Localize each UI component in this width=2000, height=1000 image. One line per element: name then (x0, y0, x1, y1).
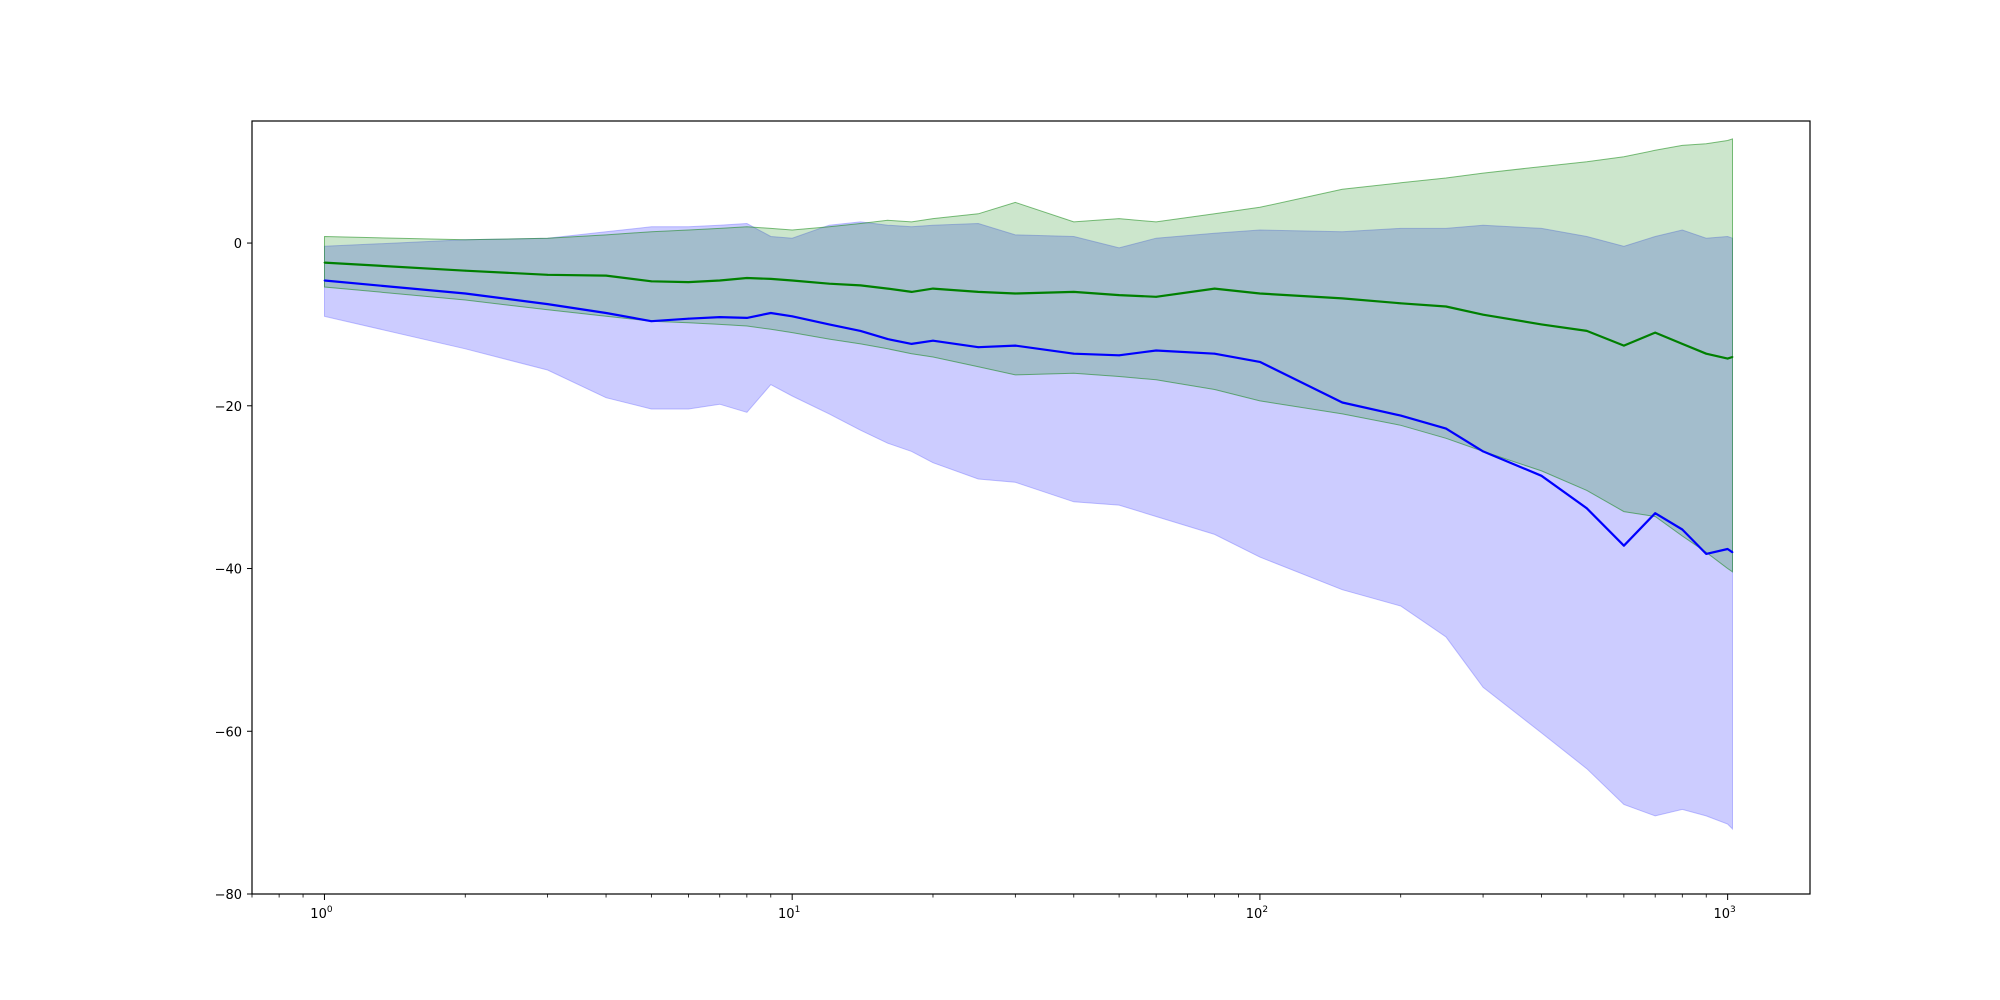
series-0-point (746, 317, 748, 319)
series-1-point (1540, 323, 1543, 326)
series-1-point (605, 274, 607, 277)
series-0-point (1623, 544, 1625, 547)
series-1-point (1399, 302, 1402, 305)
series-1-point (1155, 295, 1157, 298)
series-0-point (1118, 354, 1120, 357)
x-tick-label: 103 (1713, 905, 1735, 922)
series-1-line (324, 261, 1733, 360)
y-tick-label: −60 (215, 725, 242, 740)
series-1-point (1118, 294, 1120, 296)
series-0-band (324, 221, 1733, 831)
plot-frame (251, 120, 1811, 895)
x-tick-label: 100 (310, 905, 333, 922)
series-0-point (859, 330, 862, 332)
series-1-point (1726, 357, 1729, 360)
series-0-point (687, 317, 690, 320)
series-1-point (910, 291, 913, 293)
series-0-point (323, 279, 326, 282)
series-0-point (1155, 349, 1157, 352)
series-1-point (769, 278, 772, 280)
y-tick-label: −40 (215, 563, 242, 578)
series-1-point (1585, 330, 1588, 332)
series-1-point (859, 284, 862, 287)
series-1-point (1213, 287, 1216, 290)
series-0-point (1705, 553, 1708, 555)
series-1-point (1705, 352, 1708, 355)
series-1-point (791, 279, 794, 282)
series-1-point (977, 291, 980, 293)
series-1-point (650, 280, 653, 283)
series-0-point (1654, 512, 1657, 515)
series-1-point (464, 269, 467, 272)
series-0-point (1014, 344, 1017, 347)
series-0-point (932, 339, 934, 342)
series-0-point (1341, 401, 1344, 404)
series-1-point (1731, 356, 1734, 358)
series-0-point (910, 343, 913, 345)
series-1-point (546, 273, 549, 276)
series-0-point (605, 312, 607, 314)
series-0-point (1585, 507, 1588, 510)
series-0-point (1072, 352, 1075, 355)
series-1-point (1482, 313, 1484, 316)
y-tick-label: 0 (234, 237, 242, 252)
series-1-point (746, 277, 748, 279)
series-1-point (1445, 305, 1447, 308)
series-0-point (1681, 528, 1684, 531)
series-0-point (1399, 414, 1402, 417)
series-0-point (791, 315, 794, 318)
series-0-point (1213, 352, 1216, 355)
series-1-point (1072, 291, 1075, 293)
plot-area (323, 138, 1734, 831)
series-0-point (828, 323, 831, 326)
y-tick-label: −80 (215, 888, 242, 903)
series-0-point (1482, 450, 1484, 453)
series-0-point (769, 312, 772, 314)
series-1-point (1681, 343, 1684, 345)
y-tick-label: −20 (215, 400, 242, 415)
series-0-line (324, 279, 1734, 556)
series-1-point (1341, 297, 1344, 300)
series-1-point (828, 282, 831, 285)
series-0-point (977, 346, 980, 349)
series-0-point (1445, 427, 1447, 430)
series-1-point (1654, 331, 1657, 334)
series-0-point (650, 320, 653, 323)
series-1-point (718, 279, 721, 282)
series-0-point (1259, 361, 1261, 363)
series-0-point (718, 316, 721, 318)
axes: 0 −20 −40 −60 −80 100 101 102 103 (215, 120, 1811, 922)
series-1-point (932, 287, 934, 290)
series-1-band (324, 138, 1733, 573)
series-0-point (546, 303, 549, 305)
series-0-point (886, 338, 889, 340)
series-1-point (886, 287, 889, 290)
series-0-point (1726, 548, 1729, 550)
series-1-point (323, 261, 326, 264)
series-0-point (1540, 474, 1543, 477)
series-0-point (1731, 551, 1734, 554)
series-0-point (464, 292, 467, 295)
series-1-point (1623, 344, 1625, 347)
x-tick-label: 101 (778, 905, 800, 922)
series-1-point (1014, 292, 1017, 295)
series-1-point (687, 281, 690, 283)
x-tick-label: 102 (1246, 905, 1268, 922)
series-1-point (1259, 292, 1261, 295)
